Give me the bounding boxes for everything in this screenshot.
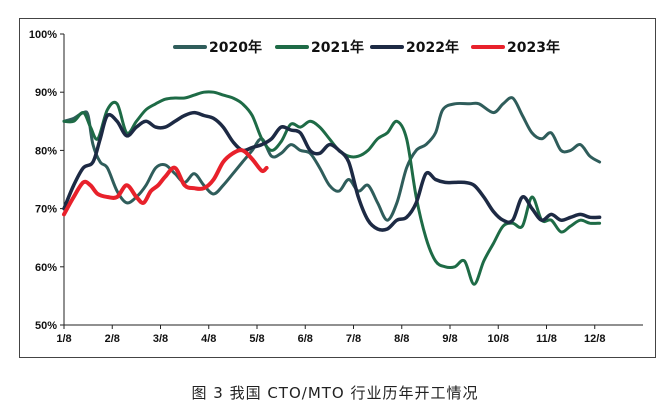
series-line-2020年 xyxy=(62,96,602,222)
y-tick-label: 90% xyxy=(35,87,57,99)
y-tick-label: 70% xyxy=(35,204,57,216)
x-tick-label: 3/8 xyxy=(153,333,168,345)
y-tick-label: 100% xyxy=(29,29,57,41)
x-tick-label: 1/8 xyxy=(56,333,71,345)
series-lines xyxy=(62,90,602,286)
y-tick-label: 60% xyxy=(35,262,57,274)
y-tick-label: 50% xyxy=(35,320,57,332)
x-tick-label: 10/8 xyxy=(488,333,509,345)
x-tick-label: 9/8 xyxy=(442,333,457,345)
axes: 50% 60% 70% 80% 90% 100% 1/8 2/8 3/8 4/8 5/8 6/8 7/8… xyxy=(29,29,643,345)
legend-label: 2023年 xyxy=(507,39,560,56)
series-line-2023年 xyxy=(62,148,269,217)
x-tick-label: 4/8 xyxy=(201,333,216,345)
x-tick-label: 8/8 xyxy=(394,333,409,345)
figure-caption: 图 3 我国 CTO/MTO 行业历年开工情况 xyxy=(191,384,479,402)
legend-label: 2021年 xyxy=(311,39,364,56)
x-tick-label: 11/8 xyxy=(536,333,557,345)
series-line-2022年 xyxy=(62,110,602,232)
legend: 2020年 2021年 2022年 2023年 xyxy=(173,39,560,56)
legend-label: 2020年 xyxy=(209,39,262,56)
x-tick-label: 7/8 xyxy=(346,333,361,345)
x-tick-label: 6/8 xyxy=(298,333,313,345)
x-tick-label: 5/8 xyxy=(249,333,264,345)
x-tick-label: 2/8 xyxy=(105,333,120,345)
x-tick-label: 12/8 xyxy=(584,333,605,345)
legend-label: 2022年 xyxy=(406,39,459,56)
y-tick-label: 80% xyxy=(35,145,57,157)
